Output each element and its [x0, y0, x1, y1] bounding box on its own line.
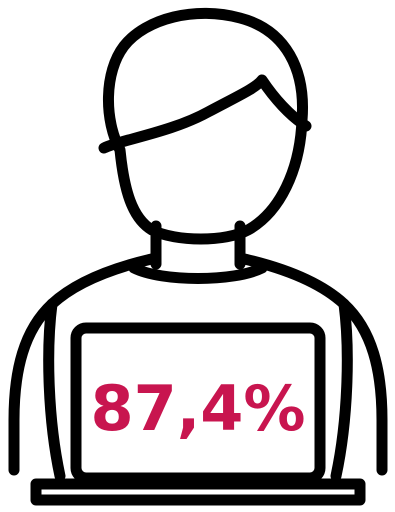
hair-outline — [98, 74, 312, 154]
arm-outline — [43, 298, 353, 482]
collar-outline — [128, 262, 268, 284]
percentage-value: 87,4% — [90, 372, 306, 445]
laptop-screen — [70, 322, 326, 484]
head-outline — [102, 7, 308, 245]
laptop-base — [30, 478, 366, 506]
